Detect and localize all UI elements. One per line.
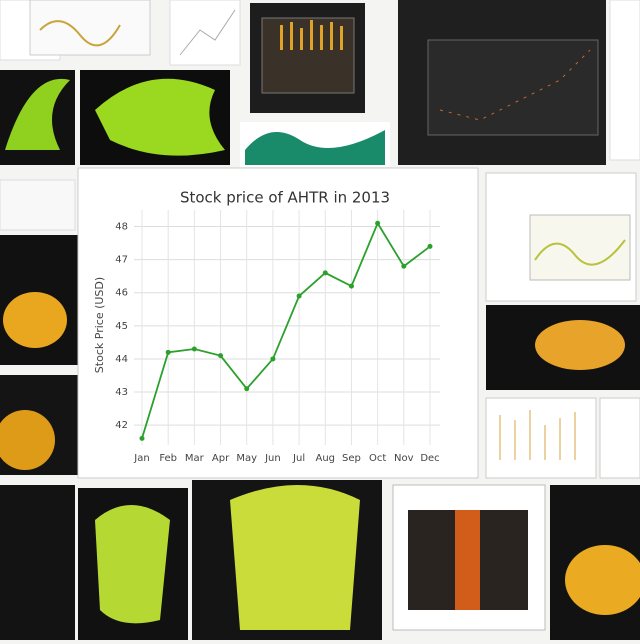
point [401, 263, 407, 269]
point [296, 293, 302, 299]
y-tick-label: 48 [115, 222, 128, 233]
x-tick-label: Feb [159, 453, 177, 464]
y-tick-label: 42 [115, 420, 128, 431]
y-tick-label: 46 [115, 288, 128, 299]
x-tick-label: Aug [316, 453, 336, 464]
point [139, 435, 145, 441]
line [141, 221, 431, 439]
point [270, 356, 276, 362]
x-tick-label: Oct [369, 453, 386, 464]
point [165, 349, 171, 355]
y-tick-label: 45 [115, 321, 128, 332]
x-tick-label: Mar [185, 453, 205, 464]
point [218, 353, 224, 359]
point [322, 270, 328, 276]
chart-panel [77, 167, 479, 479]
x-tick-label: May [236, 453, 257, 464]
y-tick-label: 44 [115, 354, 128, 365]
x-tick-label: Sep [342, 453, 361, 464]
x-tick-label: Nov [394, 453, 414, 464]
point [427, 243, 433, 249]
point [375, 220, 381, 226]
y-axis-label: Stock Price (USD) [93, 277, 106, 373]
y-tick-label: 47 [115, 255, 128, 266]
x-tick-label: Jul [292, 453, 305, 464]
x-tick-label: Jun [264, 453, 281, 464]
point [348, 283, 354, 289]
chart-title: Stock price of AHTR in 2013 [180, 189, 390, 207]
x-tick-label: Dec [420, 453, 439, 464]
x-tick-label: Apr [212, 453, 230, 464]
y-tick-label: 43 [115, 387, 128, 398]
point [191, 346, 197, 352]
point [244, 386, 250, 392]
x-tick-label: Jan [133, 453, 149, 464]
